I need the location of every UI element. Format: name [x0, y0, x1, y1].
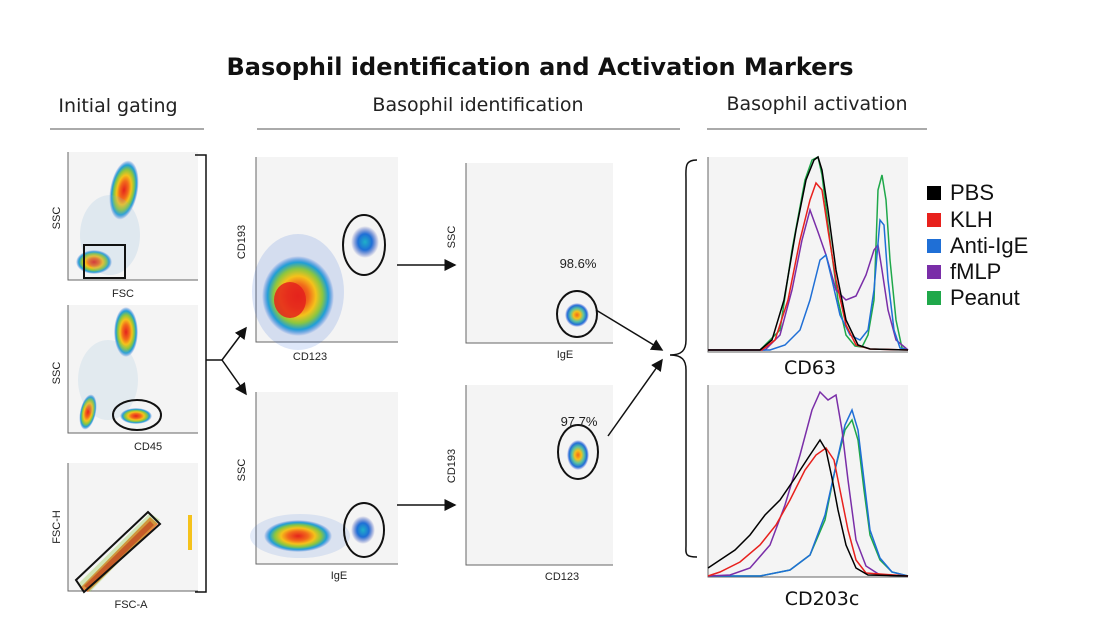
legend-swatch — [927, 213, 941, 227]
legend-swatch — [927, 291, 941, 305]
legend-label: KLH — [950, 207, 993, 232]
gate-polygon — [74, 510, 162, 594]
arrow-to-ssc-ige — [221, 359, 247, 396]
gating-plot-fsch-fsca: FSC-H FSC-A — [51, 463, 198, 611]
legend-item-anti-ige: Anti-IgE — [927, 233, 1028, 258]
arrow-to-cd193 — [221, 326, 247, 361]
ylabel-ssc: SSC — [446, 226, 458, 249]
id-plot-cd193-cd123-lower: 97.7% CD193 CD123 — [446, 385, 613, 583]
gate-ellipse-ige — [556, 290, 598, 338]
gate-ellipse-cd123 — [557, 424, 599, 480]
gating-plot-ssc-cd45: SSC CD45 — [51, 305, 198, 453]
xlabel-cd123: CD123 — [545, 571, 579, 583]
xlabel-ige: IgE — [331, 570, 348, 582]
gate-ellipse-basophils — [342, 214, 386, 276]
id-plot-ssc-ige-lower: SSC IgE — [236, 392, 398, 582]
xlabel-cd45: CD45 — [134, 441, 162, 453]
figure-title: Basophil identification and Activation M… — [226, 53, 853, 81]
legend: PBS KLH Anti-IgE fMLP Peanut — [927, 180, 1028, 310]
legend-item-klh: KLH — [927, 207, 993, 232]
arrow-d-to-activation — [607, 358, 663, 437]
legend-label: fMLP — [950, 259, 1001, 284]
ylabel-cd193: CD193 — [236, 225, 248, 259]
legend-swatch — [927, 239, 941, 253]
percent-98-6: 98.6% — [560, 256, 597, 271]
ylabel-ssc: SSC — [236, 459, 248, 482]
legend-item-fmlp: fMLP — [927, 259, 1001, 284]
gating-plot-ssc-fsc: SSC FSC — [51, 152, 198, 300]
xlabel-cd123: CD123 — [293, 351, 327, 363]
section-initial-gating: Initial gating — [58, 95, 177, 117]
gate-rectangle — [83, 244, 126, 279]
legend-label: Peanut — [950, 285, 1020, 310]
legend-swatch — [927, 186, 941, 200]
xlabel-fsca: FSC-A — [115, 599, 149, 611]
xlabel-ige: IgE — [557, 349, 574, 361]
xlabel-cd203c: CD203c — [785, 588, 860, 610]
activation-histogram-cd63: CD63 — [707, 155, 909, 379]
bracket-initial — [195, 154, 207, 593]
ylabel-ssc: SSC — [51, 207, 63, 230]
ylabel-fsch: FSC-H — [51, 510, 63, 544]
legend-item-peanut: Peanut — [927, 285, 1020, 310]
activation-histogram-cd203c: CD203c — [707, 385, 909, 610]
legend-label: PBS — [950, 180, 994, 205]
percent-97-7: 97.7% — [561, 414, 598, 429]
xlabel-cd63: CD63 — [784, 357, 836, 379]
ylabel-ssc: SSC — [51, 362, 63, 385]
legend-label: Anti-IgE — [950, 233, 1028, 258]
gate-ellipse — [112, 399, 162, 431]
gate-ellipse-ige-lower — [343, 502, 385, 558]
section-basophil-activation: Basophil activation — [726, 93, 907, 115]
id-plot-ssc-ige: 98.6% SSC IgE — [446, 163, 613, 361]
section-basophil-identification: Basophil identification — [372, 94, 583, 116]
legend-item-pbs: PBS — [927, 180, 994, 205]
xlabel-fsc: FSC — [112, 288, 134, 300]
arrow-b-to-activation — [595, 309, 664, 351]
id-plot-cd193-cd123: CD193 CD123 — [236, 157, 398, 363]
legend-swatch — [927, 265, 941, 279]
bracket-activation — [669, 159, 698, 558]
ylabel-cd193: CD193 — [446, 449, 458, 483]
